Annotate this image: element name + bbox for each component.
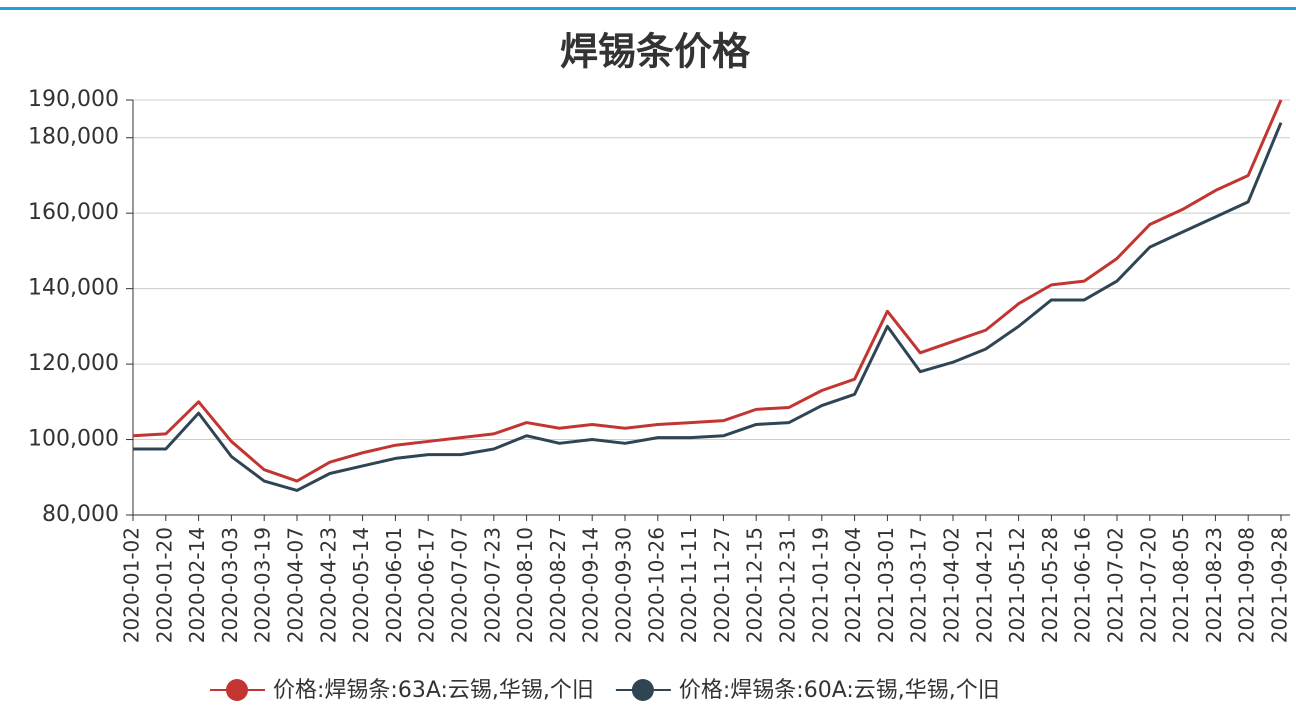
y-tick-label: 190,000 xyxy=(28,87,119,112)
x-tick-label: 2020-07-07 xyxy=(448,527,472,643)
x-tick-label: 2021-02-04 xyxy=(841,527,865,643)
x-tick-label: 2021-07-02 xyxy=(1104,527,1128,643)
legend-label: 价格:焊锡条:63A:云锡,华锡,个旧 xyxy=(273,678,594,703)
x-tick-label: 2021-08-23 xyxy=(1202,527,1226,643)
x-tick-label: 2020-04-07 xyxy=(284,527,308,643)
x-tick-label: 2020-10-26 xyxy=(644,527,668,643)
x-tick-label: 2020-06-01 xyxy=(382,527,406,643)
x-tick-label: 2021-09-08 xyxy=(1235,527,1259,643)
x-tick-label: 2021-01-19 xyxy=(808,527,832,643)
x-tick-label: 2020-08-10 xyxy=(513,527,537,643)
x-tick-label: 2020-01-02 xyxy=(120,527,144,643)
x-tick-label: 2020-01-20 xyxy=(152,527,176,643)
y-tick-label: 120,000 xyxy=(28,351,119,376)
y-tick-label: 160,000 xyxy=(28,200,119,225)
x-tick-label: 2020-05-14 xyxy=(349,527,373,643)
top-bar xyxy=(0,7,1296,10)
y-tick-label: 180,000 xyxy=(28,125,119,150)
x-tick-label: 2020-06-17 xyxy=(415,527,439,643)
y-tick-label: 80,000 xyxy=(42,502,119,527)
y-tick-label: 100,000 xyxy=(28,427,119,452)
series-line xyxy=(132,99,1283,483)
x-tick-label: 2021-04-21 xyxy=(972,527,996,643)
x-tick-label: 2020-11-11 xyxy=(677,527,701,643)
x-tick-label: 2020-12-31 xyxy=(776,527,800,643)
x-tick-label: 2021-08-05 xyxy=(1169,527,1193,643)
chart-title: 焊锡条价格 xyxy=(560,30,751,74)
y-tick-label: 140,000 xyxy=(28,276,119,301)
x-tick-label: 2020-07-23 xyxy=(480,527,504,643)
x-tick-label: 2020-12-15 xyxy=(743,527,767,643)
x-tick-label: 2020-04-23 xyxy=(316,527,340,643)
x-tick-label: 2021-05-28 xyxy=(1038,527,1062,643)
x-tick-label: 2021-06-16 xyxy=(1071,527,1095,643)
x-tick-label: 2021-05-12 xyxy=(1005,527,1029,643)
x-tick-label: 2020-09-14 xyxy=(579,527,603,643)
x-tick-label: 2021-07-20 xyxy=(1136,527,1160,643)
x-tick-label: 2020-03-19 xyxy=(251,527,275,643)
legend-marker xyxy=(631,679,654,701)
x-tick-label: 2021-03-17 xyxy=(907,527,931,643)
x-tick-label: 2021-04-02 xyxy=(940,527,964,643)
x-tick-label: 2020-02-14 xyxy=(185,527,209,643)
x-tick-label: 2020-03-03 xyxy=(218,527,242,643)
legend-label: 价格:焊锡条:60A:云锡,华锡,个旧 xyxy=(679,678,1000,703)
legend-marker xyxy=(226,679,248,701)
x-tick-label: 2020-11-27 xyxy=(710,527,734,643)
series-line xyxy=(133,122,1283,492)
x-tick-label: 2020-08-27 xyxy=(546,527,570,643)
x-tick-label: 2021-03-01 xyxy=(874,527,898,643)
x-tick-label: 2021-09-28 xyxy=(1268,527,1292,643)
x-tick-label: 2020-09-30 xyxy=(612,527,636,643)
